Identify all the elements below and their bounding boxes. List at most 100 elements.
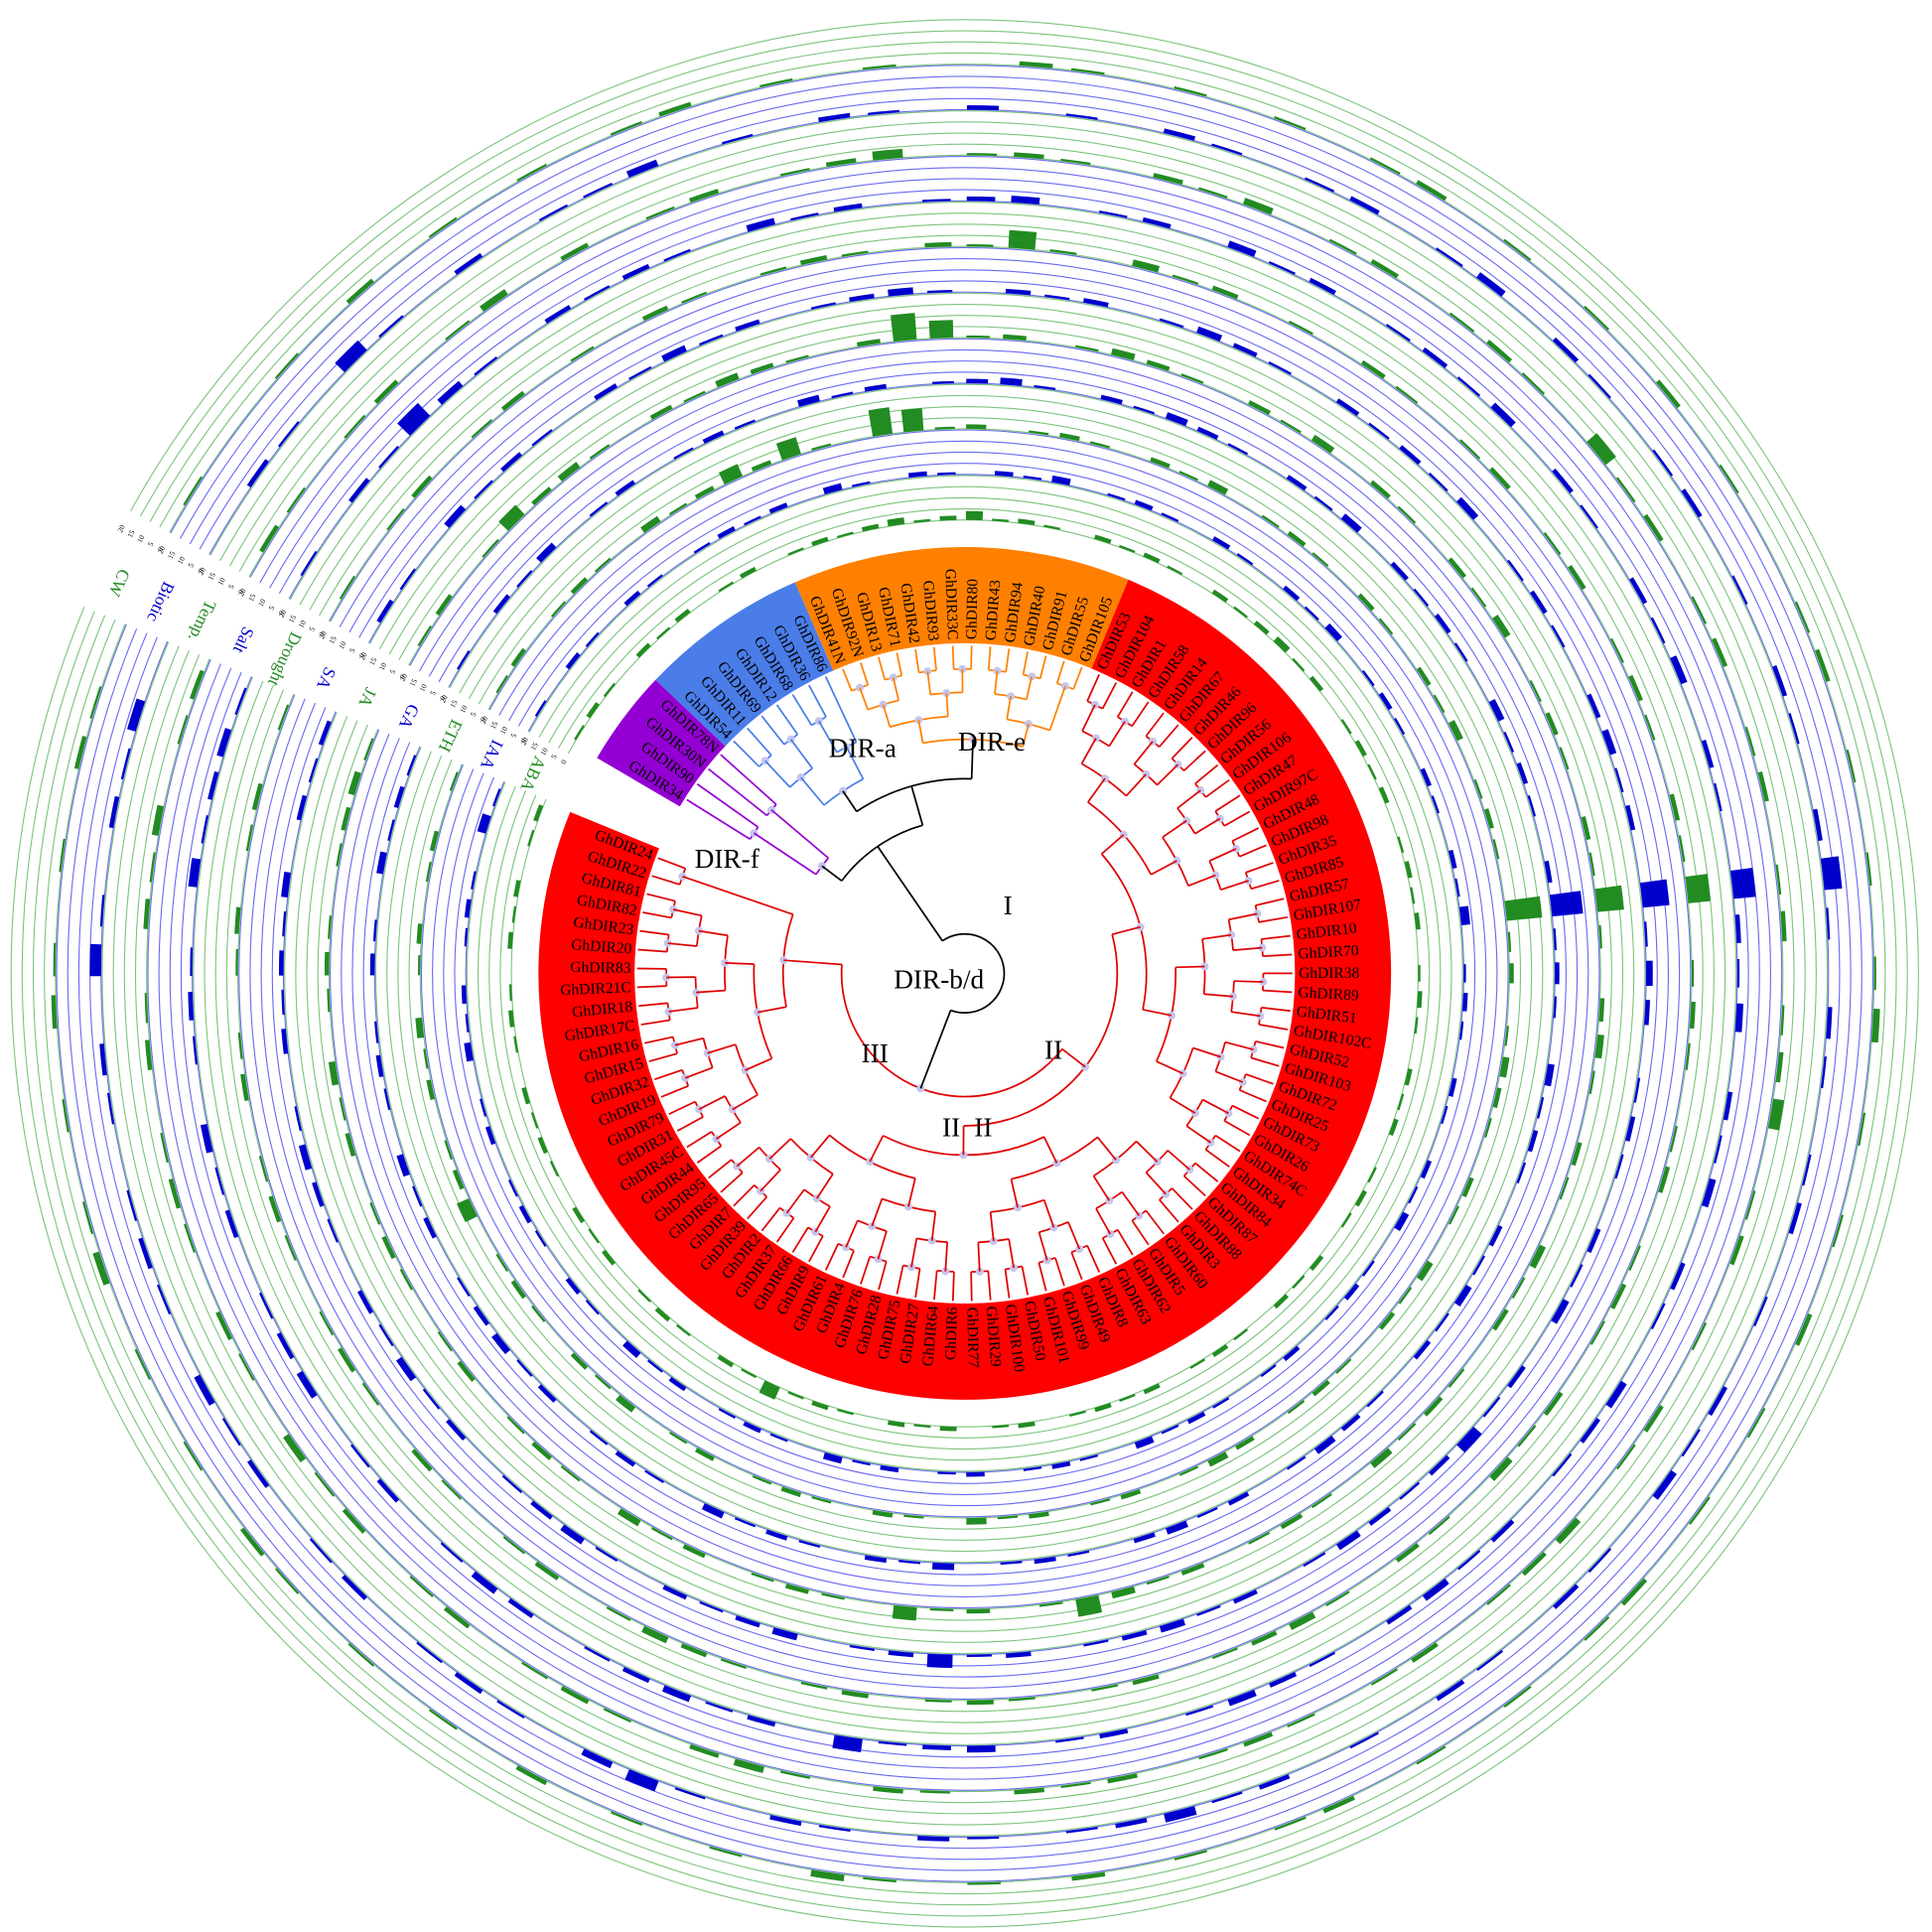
track-bar — [1394, 1211, 1410, 1232]
track-bar — [1734, 1003, 1744, 1033]
branch — [1037, 1231, 1048, 1261]
track-bar — [134, 1348, 152, 1381]
track-bar — [1367, 763, 1377, 780]
track-bar — [640, 515, 661, 533]
branch — [1092, 1175, 1111, 1201]
track-bar — [1172, 274, 1199, 285]
track-bar — [347, 770, 361, 796]
track-bar — [268, 1195, 282, 1223]
branch — [1215, 1070, 1244, 1083]
track-bar — [327, 1218, 339, 1243]
track-bar — [966, 1700, 994, 1706]
track-tick-label: 20 — [277, 608, 289, 619]
track-bar — [822, 1451, 843, 1464]
branch — [1192, 1046, 1221, 1058]
track-bar — [669, 1431, 688, 1445]
track-bar — [888, 1650, 914, 1658]
branch — [1042, 1136, 1058, 1164]
track-bar — [461, 985, 468, 1005]
branch — [1111, 925, 1141, 936]
node-dot — [1052, 1159, 1061, 1168]
track-bar — [411, 1449, 433, 1472]
track-bar — [1483, 1117, 1492, 1138]
track-bar — [992, 518, 1010, 522]
track-name: SA — [313, 664, 340, 693]
track-bar — [586, 702, 600, 719]
track-bar — [376, 851, 387, 875]
branch — [1022, 651, 1029, 675]
track-bar — [406, 755, 417, 776]
track-bar — [492, 594, 510, 615]
track-bar — [674, 1787, 706, 1800]
track-bar — [680, 1643, 708, 1658]
branch — [732, 1093, 759, 1111]
track-tick-label: 5 — [549, 753, 559, 760]
track-bar — [797, 394, 820, 407]
track-bar — [1413, 1339, 1432, 1360]
node-dot — [664, 1007, 673, 1016]
track-bar — [594, 383, 619, 401]
branch — [1255, 897, 1285, 906]
track-grid-line — [134, 143, 1795, 1804]
track-grid-line — [420, 429, 1509, 1518]
subgroup-label: I — [1004, 891, 1013, 920]
track-bar — [1615, 1444, 1636, 1470]
branch — [640, 1019, 670, 1026]
track-tick-label: 20 — [317, 629, 329, 640]
track-bar — [480, 289, 508, 313]
branch — [1145, 1209, 1165, 1235]
track-bar — [507, 1178, 518, 1197]
track-bar — [274, 352, 300, 379]
track-tick-label: 20 — [398, 672, 410, 683]
track-grid-line — [488, 496, 1442, 1450]
branch — [716, 1122, 742, 1140]
track-bar — [422, 1388, 441, 1410]
track-bar — [1681, 1429, 1701, 1457]
branch — [642, 911, 672, 919]
branch — [648, 1052, 678, 1062]
track-bar — [1719, 464, 1739, 494]
branch — [709, 885, 739, 897]
track-bar — [1658, 1166, 1671, 1193]
track-bar — [373, 379, 399, 404]
branch — [1214, 1134, 1241, 1153]
branch — [1142, 1009, 1173, 1017]
track-bar — [1314, 1436, 1336, 1454]
track-bar — [1454, 878, 1460, 897]
track-bar — [743, 1421, 761, 1434]
track-bar — [1587, 1548, 1612, 1574]
track-tick-label: 10 — [377, 661, 389, 672]
track-bar — [465, 1014, 470, 1033]
track-bar — [622, 1340, 641, 1358]
track-bar — [482, 538, 499, 558]
track-bar — [1212, 536, 1231, 550]
track-bar — [818, 112, 851, 122]
branch — [910, 785, 924, 826]
track-bar — [1388, 1118, 1399, 1137]
track-bar — [341, 806, 351, 831]
track-bar — [538, 204, 569, 221]
track-bar — [837, 1408, 854, 1416]
track-bar — [99, 895, 105, 927]
node-dot — [1075, 1245, 1084, 1254]
track-bar — [1614, 1154, 1624, 1179]
track-bar — [1287, 1400, 1306, 1415]
track-bar — [1731, 575, 1748, 606]
track-bar — [966, 1744, 996, 1753]
clade-band — [655, 582, 834, 747]
track-bar — [565, 1277, 581, 1296]
track-bar — [1180, 373, 1204, 384]
track-bar — [336, 843, 343, 867]
track-bar — [1404, 861, 1413, 879]
track-bar — [1795, 1312, 1813, 1346]
track-bar — [511, 905, 517, 923]
branch — [932, 646, 937, 671]
track-bar — [168, 1178, 182, 1209]
track-bar — [1730, 868, 1756, 899]
track-bar — [1043, 524, 1061, 530]
track-bar — [1198, 1747, 1228, 1760]
track-bar — [1324, 1305, 1339, 1320]
track-bar — [1580, 1418, 1600, 1444]
branch — [878, 1261, 888, 1291]
track-bar — [1283, 585, 1301, 602]
